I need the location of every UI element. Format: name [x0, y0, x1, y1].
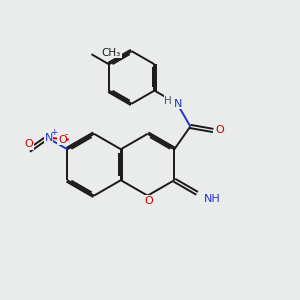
Text: +: + — [50, 128, 57, 137]
Text: H: H — [164, 96, 172, 106]
Text: N: N — [174, 99, 182, 109]
Text: NH: NH — [204, 194, 220, 204]
Text: -: - — [65, 130, 68, 139]
Text: O: O — [25, 139, 33, 149]
Text: N: N — [44, 133, 53, 143]
Text: O: O — [215, 125, 224, 136]
Text: CH₃: CH₃ — [102, 48, 121, 58]
Text: O: O — [145, 196, 154, 206]
Text: O: O — [58, 135, 67, 145]
